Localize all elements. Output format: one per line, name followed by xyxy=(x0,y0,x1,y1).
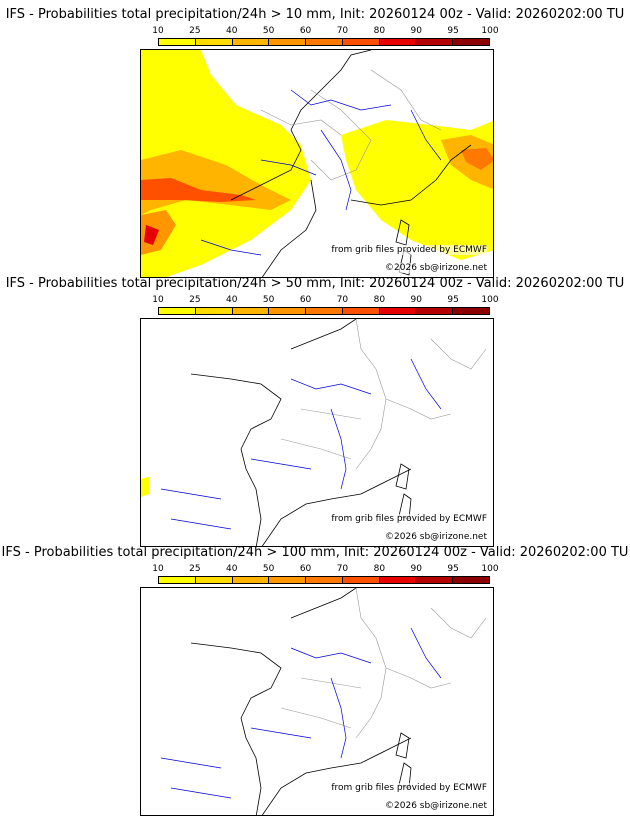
colorbar-tick-label: 10 xyxy=(152,295,164,305)
colorbar-tick-label: 95 xyxy=(447,26,459,36)
colorbar-segment xyxy=(269,39,307,45)
colorbar-segment xyxy=(232,308,270,314)
colorbar-tick-label: 95 xyxy=(447,564,459,574)
panel-100mm: IFS - Probabilities total precipitation/… xyxy=(0,545,630,816)
colorbar-segment xyxy=(416,577,454,583)
borders xyxy=(280,588,487,739)
map-svg xyxy=(141,50,493,277)
colorbar-segment xyxy=(269,577,307,583)
colorbar-tick-label: 80 xyxy=(373,295,386,305)
probability-map: from grib files provided by ECMWF ©2026 … xyxy=(140,318,494,547)
colorbar-segment xyxy=(159,577,196,583)
colorbar-segment xyxy=(453,308,490,314)
colorbar-tick-label: 50 xyxy=(262,26,275,36)
rivers xyxy=(200,89,442,256)
precip-fill-light xyxy=(141,477,149,497)
credit-copyright: ©2026 sb@irizone.net xyxy=(385,801,487,811)
colorbar-segment xyxy=(379,39,417,45)
colorbar-segment xyxy=(453,577,490,583)
borders xyxy=(260,69,442,181)
colorbar-segment xyxy=(269,308,307,314)
colorbar-tick-label: 25 xyxy=(189,295,201,305)
colorbar-segment xyxy=(379,308,417,314)
colorbar-segment xyxy=(416,308,454,314)
colorbar-segment xyxy=(306,308,343,314)
panel-title: IFS - Probabilities total precipitation/… xyxy=(5,276,625,291)
colorbar-tick-label: 40 xyxy=(226,564,238,574)
colorbar-tick-label: 95 xyxy=(447,295,459,305)
rivers xyxy=(160,627,442,799)
colorbar-segment xyxy=(195,308,233,314)
colorbar-tick-label: 100 xyxy=(481,295,499,305)
colorbar-tick-label: 40 xyxy=(226,26,238,36)
colorbar-tick-label: 70 xyxy=(336,26,349,36)
colorbar-tick-label: 25 xyxy=(189,564,201,574)
colorbar-tick-label: 100 xyxy=(481,26,499,36)
colorbar-segment xyxy=(159,39,196,45)
colorbar-segment xyxy=(232,39,270,45)
borders xyxy=(280,319,487,470)
rivers xyxy=(160,358,442,530)
credit-source: from grib files provided by ECMWF xyxy=(331,514,487,524)
precip-fill-strong xyxy=(141,148,493,245)
colorbar-tick-label: 90 xyxy=(410,564,422,574)
colorbar-tick-label: 50 xyxy=(262,295,275,305)
coastline xyxy=(190,588,412,815)
colorbar-tick-label: 90 xyxy=(410,295,422,305)
colorbar: 10 25 40 50 60 70 80 90 95 100 xyxy=(152,295,499,317)
colorbar-tick-label: 60 xyxy=(299,26,312,36)
colorbar-tick-label: 10 xyxy=(152,26,164,36)
map-svg xyxy=(160,588,487,815)
colorbar-segment xyxy=(379,577,417,583)
colorbar-tick-label: 70 xyxy=(336,295,349,305)
colorbar-tick-label: 70 xyxy=(336,564,349,574)
colorbar-tick-label: 80 xyxy=(373,564,386,574)
colorbar-tick-label: 10 xyxy=(152,564,164,574)
probability-map: from grib files provided by ECMWF ©2026 … xyxy=(140,49,494,278)
colorbar-tick-label: 100 xyxy=(481,564,499,574)
panel-50mm: IFS - Probabilities total precipitation/… xyxy=(0,276,630,547)
panel-title: IFS - Probabilities total precipitation/… xyxy=(1,545,629,560)
coastline xyxy=(190,319,412,546)
colorbar-segment xyxy=(306,577,343,583)
colorbar-segment xyxy=(342,577,380,583)
colorbar-segment xyxy=(232,577,270,583)
colorbar-tick-label: 60 xyxy=(299,295,312,305)
map-svg xyxy=(141,319,487,546)
credit-source: from grib files provided by ECMWF xyxy=(331,245,487,255)
colorbar-scale xyxy=(158,576,490,584)
credit-copyright: ©2026 sb@irizone.net xyxy=(385,532,487,542)
panel-title: IFS - Probabilities total precipitation/… xyxy=(5,7,625,22)
colorbar-segment xyxy=(195,39,233,45)
colorbar-segment xyxy=(159,308,196,314)
panel-10mm: IFS - Probabilities total precipitation/… xyxy=(0,7,630,278)
colorbar-segment xyxy=(195,577,233,583)
colorbar-tick-label: 40 xyxy=(226,295,238,305)
credit-source: from grib files provided by ECMWF xyxy=(331,783,487,793)
colorbar-scale xyxy=(158,38,490,46)
colorbar-segment xyxy=(453,39,490,45)
credit-copyright: ©2026 sb@irizone.net xyxy=(385,263,487,273)
colorbar-segment xyxy=(306,39,343,45)
colorbar-tick-label: 60 xyxy=(299,564,312,574)
colorbar-tick-label: 50 xyxy=(262,564,275,574)
colorbar: 10 25 40 50 60 70 80 90 95 100 xyxy=(152,564,499,586)
probability-map: from grib files provided by ECMWF ©2026 … xyxy=(140,587,494,816)
colorbar-tick-label: 90 xyxy=(410,26,422,36)
colorbar-segment xyxy=(416,39,454,45)
colorbar: 10 25 40 50 60 70 80 90 95 100 xyxy=(152,26,499,48)
colorbar-segment xyxy=(342,39,380,45)
colorbar-tick-label: 80 xyxy=(373,26,386,36)
colorbar-scale xyxy=(158,307,490,315)
colorbar-tick-label: 25 xyxy=(189,26,201,36)
colorbar-segment xyxy=(342,308,380,314)
